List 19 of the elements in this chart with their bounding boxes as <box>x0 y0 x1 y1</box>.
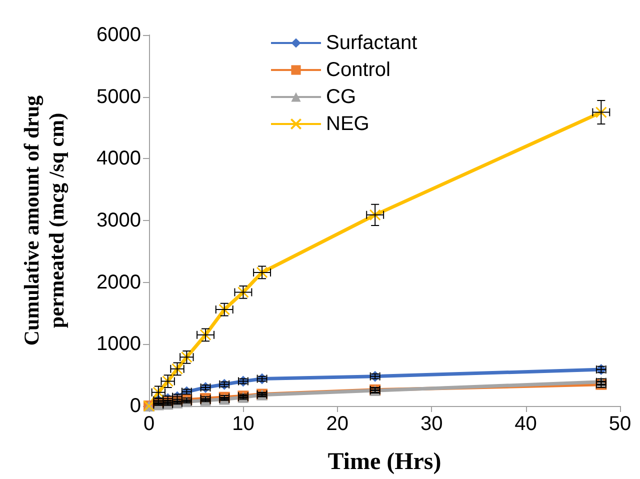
x-tick-label: 30 <box>420 413 443 435</box>
legend-label: Surfactant <box>326 32 418 54</box>
y-tick-label: 2000 <box>96 271 141 294</box>
y-tick-label: 1000 <box>96 333 141 356</box>
x-tick-label: 10 <box>232 413 254 435</box>
y-tick-label: 4000 <box>96 148 141 170</box>
y-axis-title: Cumulative amount of drug permeated (mcg /sq cm) <box>20 94 68 346</box>
legend-label: NEG <box>326 113 370 135</box>
y-tick-label: 5000 <box>96 86 141 108</box>
x-tick-label: 40 <box>514 413 537 435</box>
x-tick-label: 20 <box>326 413 349 435</box>
legend-label: Control <box>326 59 390 81</box>
x-tick-label: 50 <box>608 413 632 435</box>
y-tick-label: 3000 <box>96 210 141 232</box>
x-tick-label: 0 <box>143 413 155 435</box>
x-axis-title: Time (Hrs) <box>328 449 442 475</box>
legend-label: CG <box>326 86 356 108</box>
y-tick-label: 6000 <box>96 24 141 46</box>
y-tick-label: 0 <box>130 395 141 417</box>
